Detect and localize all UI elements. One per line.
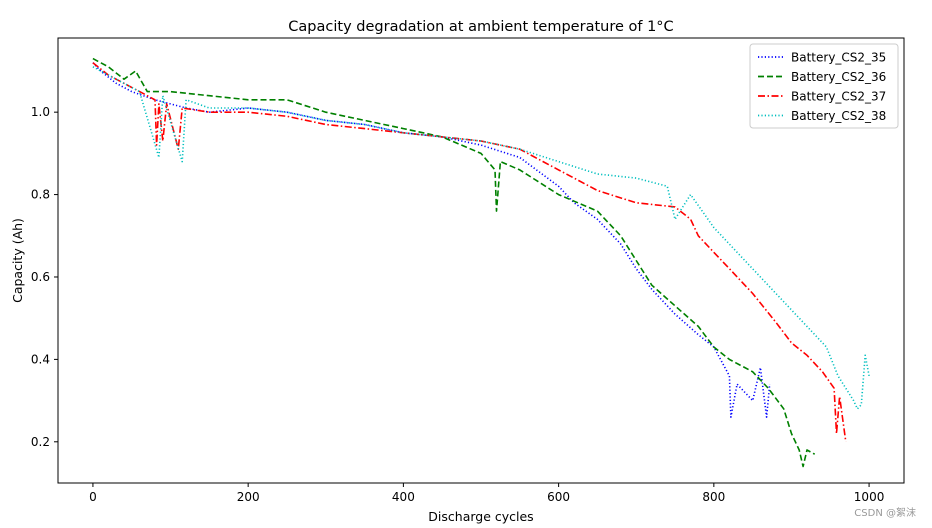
series-line-2 <box>92 57 816 468</box>
x-tick-label: 400 <box>392 490 415 504</box>
x-tick-label: 1000 <box>854 490 885 504</box>
x-tick-label: 0 <box>89 490 97 504</box>
legend-box <box>749 43 899 129</box>
y-axis: 0.2 0.4 0.6 0.8 1.0 <box>31 105 58 449</box>
series-line-3 <box>92 62 847 442</box>
watermark: CSDN @絮沫 <box>854 508 916 519</box>
y-tick-label: 0.8 <box>31 188 50 202</box>
y-axis-title: Capacity (Ah) <box>10 218 25 303</box>
x-tick-label: 600 <box>547 490 570 504</box>
legend-label: Battery_CS2_38 <box>791 109 886 123</box>
x-tick-label: 200 <box>237 490 260 504</box>
series-line-4 <box>92 66 870 410</box>
legend-label: Battery_CS2_36 <box>791 70 886 84</box>
chart-title: Capacity degradation at ambient temperat… <box>288 19 673 35</box>
y-tick-label: 0.4 <box>31 352 50 366</box>
legend-label: Battery_CS2_35 <box>791 51 886 65</box>
y-tick-label: 1.0 <box>31 105 50 119</box>
series-line-1 <box>92 62 771 418</box>
x-tick-label: 800 <box>702 490 725 504</box>
x-axis: 0 200 400 600 800 1000 <box>89 483 884 504</box>
series-layer <box>92 57 870 468</box>
legend-label: Battery_CS2_37 <box>791 90 886 104</box>
legend: Battery_CS2_35 Battery_CS2_36 Battery_CS2_… <box>749 43 899 129</box>
y-tick-label: 0.6 <box>31 270 50 284</box>
y-tick-label: 0.2 <box>31 435 50 449</box>
x-axis-title: Discharge cycles <box>428 509 533 524</box>
